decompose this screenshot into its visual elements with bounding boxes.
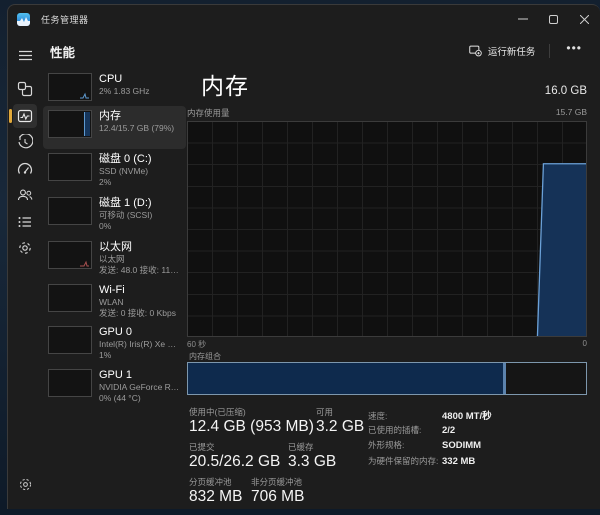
detail-speed: 速度: 4800 MT/秒 [368,411,492,422]
gpu0-sub1: Intel(R) Iris(R) Xe Grap [99,339,181,349]
memory-usage-chart-svg [536,163,586,336]
disk0-sub1: SSD (NVMe) [99,166,149,176]
disk0-thumbnail [48,153,92,181]
sidebar-item-disk0[interactable]: 磁盘 0 (C:) SSD (NVMe) 2% [43,149,186,193]
performance-sidebar: CPU 2% 1.83 GHz 内存 12.4/15.7 GB (79%) 磁盘… [43,69,186,408]
sidebar-item-disk1[interactable]: 磁盘 1 (D:) 可移动 (SCSI) 0% [43,193,186,237]
run-new-task-button[interactable]: 运行新任务 [460,39,544,64]
processes-icon[interactable] [13,77,37,101]
gpu0-sub2: 1% [99,350,112,360]
disk1-thumbnail [48,197,92,225]
performance-icon[interactable] [9,103,37,128]
close-button[interactable] [569,5,600,33]
disk1-sub1: 可移动 (SCSI) [99,210,153,220]
more-options-button[interactable]: ••• [566,41,582,55]
ethernet-thumbnail [48,241,92,269]
memory-page-title: 内存 [201,73,249,99]
x-axis-right-label: 0 [582,339,587,348]
sidebar-item-gpu0[interactable]: GPU 0 Intel(R) Iris(R) Xe Grap 1% [43,322,186,365]
disk0-sub2: 2% [99,177,112,187]
ethernet-title: 以太网 [99,241,132,253]
memory-thumbnail [48,110,92,138]
cpu-sub: 2% 1.83 GHz [99,86,150,96]
stat-paged-pool: 分页缓冲池 832 MB [189,477,243,505]
stat-in-use: 使用中(已压缩) 12.4 GB (953 MB) [189,407,314,435]
menu-icon[interactable] [13,43,37,67]
sidebar-item-ethernet[interactable]: 以太网 以太网 发送: 48.0 接收: 112 K [43,237,186,280]
memory-composition-bar [187,362,587,395]
memory-stats: 使用中(已压缩) 12.4 GB (953 MB) 可用 3.2 GB 已提交 … [189,407,587,509]
selected-accent-pill [9,108,12,123]
memory-usage-line [536,163,586,336]
stat-committed: 已提交 20.5/26.2 GB [189,442,281,470]
stat-cached: 已缓存 3.3 GB [288,442,337,470]
stat-available: 可用 3.2 GB [316,407,365,435]
sidebar-item-gpu1[interactable]: GPU 1 NVIDIA GeForce RTX 0% (44 °C) [43,365,186,408]
memory-sub: 12.4/15.7 GB (79%) [99,123,175,133]
window-title: 任务管理器 [41,14,89,25]
details-icon[interactable] [13,210,37,234]
x-axis-left-label: 60 秒 [187,340,207,349]
gpu1-thumbnail [48,369,92,397]
gpu1-sub2: 0% (44 °C) [99,393,141,403]
wifi-thumbnail [48,284,92,312]
memory-usage-area [537,163,586,336]
app-history-icon[interactable] [13,130,37,154]
page-header: 性能 运行新任务 ••• [42,35,600,67]
wifi-title: Wi-Fi [99,284,125,296]
detail-form-factor: 外形规格: SODIMM [368,440,482,451]
wifi-sub2: 发送: 0 接收: 0 Kbps [99,308,176,318]
sidebar-item-memory[interactable]: 内存 12.4/15.7 GB (79%) [43,106,186,149]
memory-panel: 内存 16.0 GB 内存使用量 15.7 GB 60 秒 0 内存组合 [187,67,587,507]
memory-hardware-details: 速度: 4800 MT/秒 已使用的插槽: 2/2 外形规格: SODIMM 为… [368,408,492,470]
settings-icon[interactable] [13,473,37,497]
memory-total-capacity: 16.0 GB [544,85,587,97]
detail-slots-used: 已使用的插槽: 2/2 [368,424,456,436]
stat-non-paged-pool: 非分页缓冲池 706 MB [251,477,305,505]
task-manager-app-icon [17,12,30,26]
header-divider [549,44,551,58]
disk1-title: 磁盘 1 (D:) [99,197,152,209]
ethernet-sub1: 以太网 [99,254,125,264]
gpu0-title: GPU 0 [99,326,133,338]
cpu-thumbnail [48,73,92,101]
maximize-button[interactable] [538,5,569,33]
minimize-button[interactable] [507,5,538,33]
detail-hardware-reserved: 为硬件保留的内存: 332 MB [368,455,476,467]
run-new-task-label: 运行新任务 [487,47,536,58]
memory-composition-label: 内存组合 [189,352,221,361]
cpu-title: CPU [99,73,123,85]
composition-free-segment [506,363,586,394]
sidebar-item-cpu[interactable]: CPU 2% 1.83 GHz [43,69,186,106]
gpu0-thumbnail [48,326,92,354]
startup-apps-icon[interactable] [13,157,37,181]
disk1-sub2: 0% [99,221,112,231]
composition-divider [503,363,507,394]
usage-chart-max: 15.7 GB [555,107,587,117]
services-icon[interactable] [13,236,37,260]
gpu1-sub1: NVIDIA GeForce RTX [99,382,181,392]
ethernet-sub2: 发送: 48.0 接收: 112 K [99,265,181,275]
disk0-title: 磁盘 0 (C:) [99,153,152,165]
sidebar-item-wifi[interactable]: Wi-Fi WLAN 发送: 0 接收: 0 Kbps [43,280,186,322]
wifi-sub1: WLAN [99,297,124,307]
memory-title: 内存 [99,110,121,122]
users-icon[interactable] [13,183,37,207]
gpu1-title: GPU 1 [99,369,133,381]
task-manager-window: 任务管理器 性能 运行新任务 ••• [7,4,600,509]
composition-in-use-segment [188,363,504,394]
usage-chart-label: 内存使用量 [187,108,230,118]
run-new-task-icon [468,43,482,60]
memory-usage-chart [187,121,587,337]
titlebar: 任务管理器 [8,5,600,33]
page-title-performance: 性能 [50,45,76,60]
navigation-rail [8,35,42,509]
